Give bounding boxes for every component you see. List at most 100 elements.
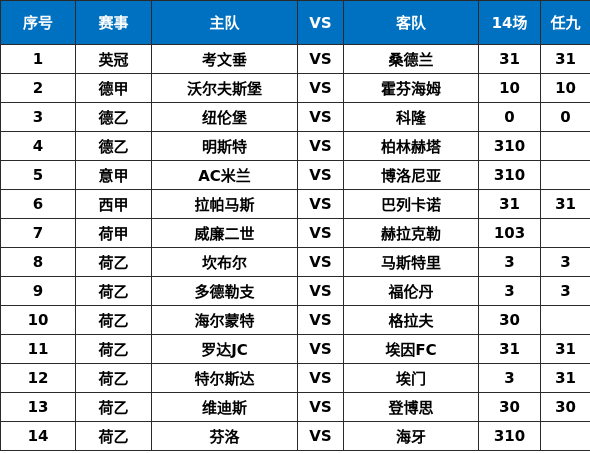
table-row: 2 德甲 沃尔夫斯堡 VS 霍芬海姆 10 10 — [0, 73, 590, 103]
cell-14-games: 31 — [478, 44, 541, 74]
cell-away-team: 埃门 — [343, 363, 479, 393]
cell-vs: VS — [297, 276, 344, 306]
cell-index: 3 — [0, 102, 76, 132]
cell-14-games: 310 — [478, 160, 541, 190]
cell-league: 意甲 — [75, 160, 152, 190]
cell-away-team: 埃因FC — [343, 334, 479, 364]
cell-home-team: 明斯特 — [151, 131, 298, 161]
cell-14-games: 3 — [478, 276, 541, 306]
cell-ren9: 3 — [540, 247, 590, 277]
cell-away-team: 登博思 — [343, 392, 479, 422]
cell-home-team: 维迪斯 — [151, 392, 298, 422]
cell-14-games: 31 — [478, 189, 541, 219]
cell-vs: VS — [297, 189, 344, 219]
header-14-games: 14场 — [478, 0, 541, 45]
header-home-team: 主队 — [151, 0, 298, 45]
cell-vs: VS — [297, 305, 344, 335]
table-row: 10 荷乙 海尔蒙特 VS 格拉夫 30 — [0, 305, 590, 335]
cell-index: 13 — [0, 392, 76, 422]
table-row: 13 荷乙 维迪斯 VS 登博思 30 30 — [0, 392, 590, 422]
header-row: 序号 赛事 主队 VS 客队 14场 任九 — [0, 0, 590, 45]
cell-vs: VS — [297, 44, 344, 74]
table-row: 1 英冠 考文垂 VS 桑德兰 31 31 — [0, 44, 590, 74]
cell-14-games: 10 — [478, 73, 541, 103]
cell-vs: VS — [297, 160, 344, 190]
cell-away-team: 巴列卡诺 — [343, 189, 479, 219]
cell-league: 荷乙 — [75, 363, 152, 393]
cell-league: 德乙 — [75, 131, 152, 161]
cell-14-games: 3 — [478, 363, 541, 393]
cell-ren9 — [540, 421, 590, 451]
cell-away-team: 格拉夫 — [343, 305, 479, 335]
cell-vs: VS — [297, 392, 344, 422]
header-index: 序号 — [0, 0, 76, 45]
cell-league: 西甲 — [75, 189, 152, 219]
table-row: 11 荷乙 罗达JC VS 埃因FC 31 31 — [0, 334, 590, 364]
cell-14-games: 30 — [478, 305, 541, 335]
cell-home-team: 多德勒支 — [151, 276, 298, 306]
cell-home-team: 拉帕马斯 — [151, 189, 298, 219]
cell-away-team: 博洛尼亚 — [343, 160, 479, 190]
cell-home-team: 海尔蒙特 — [151, 305, 298, 335]
cell-vs: VS — [297, 218, 344, 248]
cell-home-team: 沃尔夫斯堡 — [151, 73, 298, 103]
cell-index: 6 — [0, 189, 76, 219]
cell-ren9: 31 — [540, 189, 590, 219]
cell-14-games: 30 — [478, 392, 541, 422]
cell-league: 英冠 — [75, 44, 152, 74]
cell-home-team: 坎布尔 — [151, 247, 298, 277]
cell-league: 荷乙 — [75, 392, 152, 422]
cell-home-team: 罗达JC — [151, 334, 298, 364]
cell-league: 德乙 — [75, 102, 152, 132]
cell-away-team: 马斯特里 — [343, 247, 479, 277]
cell-ren9 — [540, 160, 590, 190]
cell-home-team: 考文垂 — [151, 44, 298, 74]
cell-vs: VS — [297, 73, 344, 103]
cell-away-team: 桑德兰 — [343, 44, 479, 74]
cell-ren9 — [540, 218, 590, 248]
cell-ren9 — [540, 305, 590, 335]
table-row: 4 德乙 明斯特 VS 柏林赫塔 310 — [0, 131, 590, 161]
cell-league: 德甲 — [75, 73, 152, 103]
table-body: 1 英冠 考文垂 VS 桑德兰 31 31 2 德甲 沃尔夫斯堡 VS 霍芬海姆 10 10 3 德乙 纽伦堡 V… — [0, 44, 590, 451]
header-league: 赛事 — [75, 0, 152, 45]
cell-14-games: 0 — [478, 102, 541, 132]
table-row: 12 荷乙 特尔斯达 VS 埃门 3 31 — [0, 363, 590, 393]
table-row: 3 德乙 纽伦堡 VS 科隆 0 0 — [0, 102, 590, 132]
cell-ren9: 31 — [540, 334, 590, 364]
cell-ren9: 31 — [540, 44, 590, 74]
table-row: 6 西甲 拉帕马斯 VS 巴列卡诺 31 31 — [0, 189, 590, 219]
cell-league: 荷乙 — [75, 334, 152, 364]
table-row: 9 荷乙 多德勒支 VS 福伦丹 3 3 — [0, 276, 590, 306]
table-row: 5 意甲 AC米兰 VS 博洛尼亚 310 — [0, 160, 590, 190]
cell-away-team: 霍芬海姆 — [343, 73, 479, 103]
cell-index: 4 — [0, 131, 76, 161]
cell-league: 荷乙 — [75, 305, 152, 335]
cell-vs: VS — [297, 247, 344, 277]
table-header: 序号 赛事 主队 VS 客队 14场 任九 — [0, 0, 590, 45]
header-ren9: 任九 — [540, 0, 590, 45]
cell-vs: VS — [297, 102, 344, 132]
cell-away-team: 海牙 — [343, 421, 479, 451]
cell-index: 8 — [0, 247, 76, 277]
cell-14-games: 310 — [478, 131, 541, 161]
cell-14-games: 103 — [478, 218, 541, 248]
cell-vs: VS — [297, 421, 344, 451]
table-row: 14 荷乙 芬洛 VS 海牙 310 — [0, 421, 590, 451]
cell-index: 11 — [0, 334, 76, 364]
cell-index: 7 — [0, 218, 76, 248]
cell-league: 荷甲 — [75, 218, 152, 248]
cell-index: 12 — [0, 363, 76, 393]
cell-home-team: 芬洛 — [151, 421, 298, 451]
cell-league: 荷乙 — [75, 247, 152, 277]
cell-league: 荷乙 — [75, 276, 152, 306]
cell-14-games: 310 — [478, 421, 541, 451]
header-vs: VS — [297, 0, 344, 45]
cell-home-team: 威廉二世 — [151, 218, 298, 248]
cell-home-team: 纽伦堡 — [151, 102, 298, 132]
cell-vs: VS — [297, 334, 344, 364]
cell-ren9 — [540, 131, 590, 161]
cell-ren9: 31 — [540, 363, 590, 393]
cell-ren9: 3 — [540, 276, 590, 306]
